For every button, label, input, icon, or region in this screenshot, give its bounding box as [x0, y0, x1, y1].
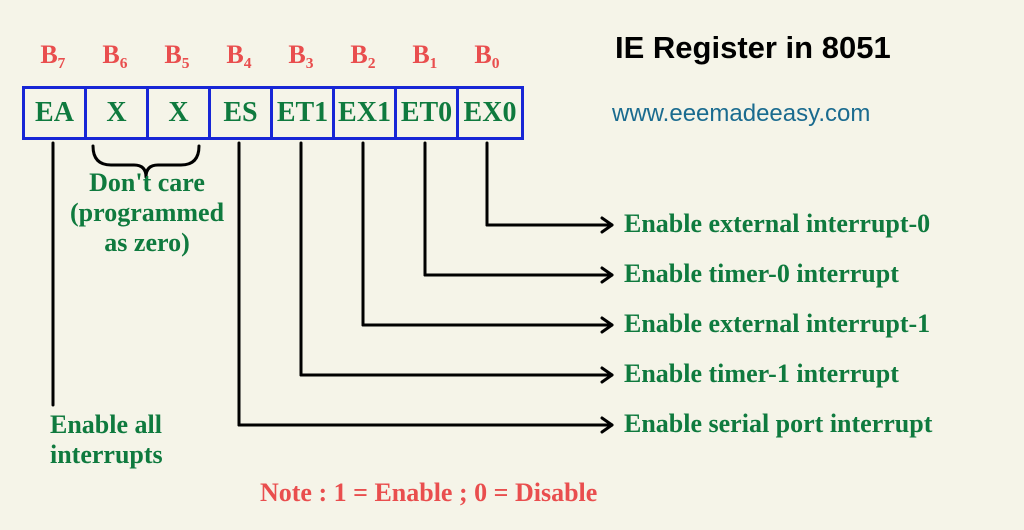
reg-cell-ex1: EX1	[335, 89, 397, 137]
ie-register: EAXXESET1EX1ET0EX0	[22, 86, 524, 140]
desc-et0: Enable timer-0 interrupt	[624, 259, 899, 289]
desc-ex0: Enable external interrupt-0	[624, 209, 930, 239]
reg-cell-et1: ET1	[273, 89, 335, 137]
bit-label-6: B₆	[95, 40, 135, 70]
reg-cell-x: X	[87, 89, 149, 137]
source-url: www.eeemadeeasy.com	[612, 100, 870, 128]
dont-care-label: Don't care (programmed as zero)	[70, 168, 224, 258]
bit-label-3: B₃	[281, 40, 321, 70]
desc-es: Enable serial port interrupt	[624, 409, 932, 439]
desc-ex1: Enable external interrupt-1	[624, 309, 930, 339]
reg-cell-et0: ET0	[397, 89, 459, 137]
bit-label-4: B₄	[219, 40, 259, 70]
reg-cell-ex0: EX0	[459, 89, 521, 137]
reg-cell-es: ES	[211, 89, 273, 137]
ea-label: Enable all interrupts	[50, 410, 163, 470]
reg-cell-ea: EA	[25, 89, 87, 137]
note: Note : 1 = Enable ; 0 = Disable	[260, 478, 597, 508]
bit-label-5: B₅	[157, 40, 197, 70]
bit-label-0: B₀	[467, 40, 507, 70]
page-title: IE Register in 8051	[615, 30, 891, 66]
desc-et1: Enable timer-1 interrupt	[624, 359, 899, 389]
bit-label-2: B₂	[343, 40, 383, 70]
bit-label-1: B₁	[405, 40, 445, 70]
reg-cell-x: X	[149, 89, 211, 137]
bit-label-7: B₇	[33, 40, 73, 70]
